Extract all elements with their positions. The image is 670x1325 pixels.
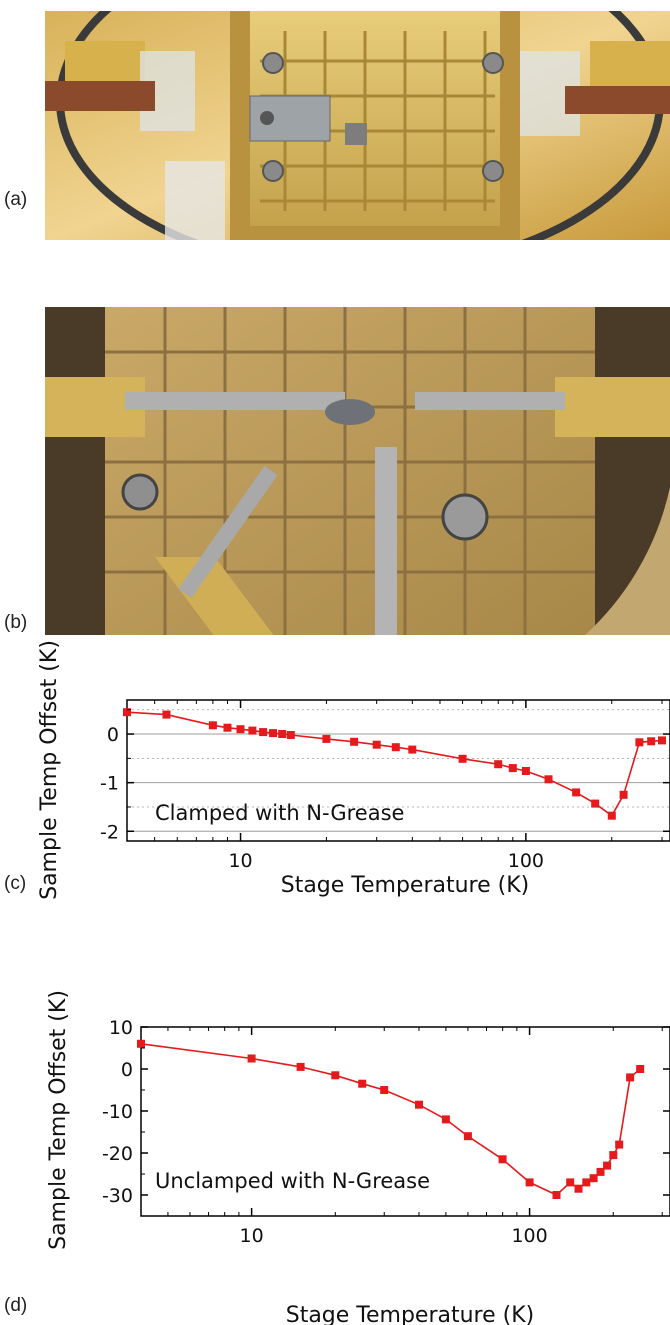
panel-label-c: (c)	[4, 873, 26, 895]
photo-b-drawing	[45, 307, 670, 635]
chart-c-xtick-label: 10	[228, 850, 252, 872]
chart-c-ytick-label: 0	[107, 724, 119, 746]
chart-d-data-point	[615, 1141, 623, 1149]
chart-d-data-point	[499, 1155, 507, 1163]
chart-c-data-point	[635, 738, 643, 746]
chart-d-data-point	[137, 1040, 145, 1048]
chart-d-data-point	[415, 1101, 423, 1109]
chart-c-data-point	[269, 729, 277, 737]
chart-c-data-point	[350, 738, 358, 746]
chart-c-data-point	[572, 788, 580, 796]
chart-c-data-point	[248, 727, 256, 735]
chart-c-ytick-label: -2	[100, 821, 119, 843]
chart-d-data-point	[566, 1178, 574, 1186]
chart-d-data-point	[582, 1178, 590, 1186]
chart-c: 0 -1 -2 10 100 Clamped with N-Grease Stage T…	[0, 690, 670, 900]
chart-c-data-point	[545, 775, 553, 783]
chart-c-data-point	[209, 721, 217, 729]
chart-c-data-point	[163, 711, 171, 719]
chart-c-xtick-label: 100	[508, 850, 544, 872]
chart-c-axes: 0 -1 -2 10 100	[100, 700, 670, 872]
chart-c-ytick-label: -1	[100, 773, 119, 795]
chart-d-data-point	[553, 1191, 561, 1199]
chart-d-xtick-label: 10	[240, 1225, 264, 1247]
chart-c-xlabel: Stage Temperature (K)	[281, 873, 530, 898]
chart-c-data-point	[287, 731, 295, 739]
chart-d-data-point	[603, 1162, 611, 1170]
chart-c-data-point	[658, 736, 666, 744]
chart-d-ytick-label: -10	[102, 1101, 133, 1123]
chart-d-data-point	[297, 1063, 305, 1071]
chart-d-data-point	[248, 1055, 256, 1063]
chart-d-ytick-label: 10	[109, 1017, 133, 1039]
chart-d-xlabel: Stage Temperature (K)	[286, 1303, 535, 1325]
panel-label-d: (d)	[4, 1295, 27, 1317]
chart-d-annotation: Unclamped with N-Grease	[155, 1169, 430, 1193]
chart-c-data-point	[647, 737, 655, 745]
chart-c-data-point	[591, 800, 599, 808]
chart-d-data-point	[590, 1174, 598, 1182]
chart-c-data-point	[392, 743, 400, 751]
chart-d-data-point	[575, 1185, 583, 1193]
photo-a-drawing	[45, 11, 670, 240]
chart-d-data-point	[609, 1151, 617, 1159]
chart-c-data-point	[322, 735, 330, 743]
chart-d-xtick-label: 100	[511, 1225, 547, 1247]
chart-c-data-point	[608, 812, 616, 820]
chart-c-data-point	[459, 755, 467, 763]
chart-d-data-point	[442, 1115, 450, 1123]
chart-d-data-point	[464, 1132, 472, 1140]
photo-a	[45, 11, 670, 240]
chart-c-annotation: Clamped with N-Grease	[155, 801, 404, 825]
chart-c-data-point	[373, 741, 381, 749]
panel-label-a: (a)	[4, 189, 27, 211]
chart-d-ytick-label: 0	[121, 1059, 133, 1081]
chart-c-data-point	[509, 764, 517, 772]
chart-d-ytick-label: -20	[102, 1143, 133, 1165]
chart-c-data-point	[522, 767, 530, 775]
photo-b	[45, 307, 670, 635]
chart-d-ytick-label: -30	[102, 1185, 133, 1207]
chart-d-data-point	[380, 1086, 388, 1094]
chart-c-ylabel: Sample Temp Offset (K)	[37, 640, 62, 900]
chart-d-ylabel: Sample Temp Offset (K)	[46, 990, 71, 1250]
chart-c-data-point	[278, 730, 286, 738]
chart-d-data-point	[331, 1071, 339, 1079]
chart-d-data-point	[636, 1065, 644, 1073]
chart-c-data-point	[224, 724, 232, 732]
chart-c-data-point	[620, 791, 628, 799]
chart-c-data-point	[494, 760, 502, 768]
chart-d-data-point	[358, 1080, 366, 1088]
chart-d-data-point	[626, 1073, 634, 1081]
chart-c-data-point	[408, 746, 416, 754]
panel-label-b: (b)	[4, 612, 27, 634]
chart-c-data-point	[237, 725, 245, 733]
chart-d-data-point	[526, 1178, 534, 1186]
chart-c-data-point	[259, 728, 267, 736]
